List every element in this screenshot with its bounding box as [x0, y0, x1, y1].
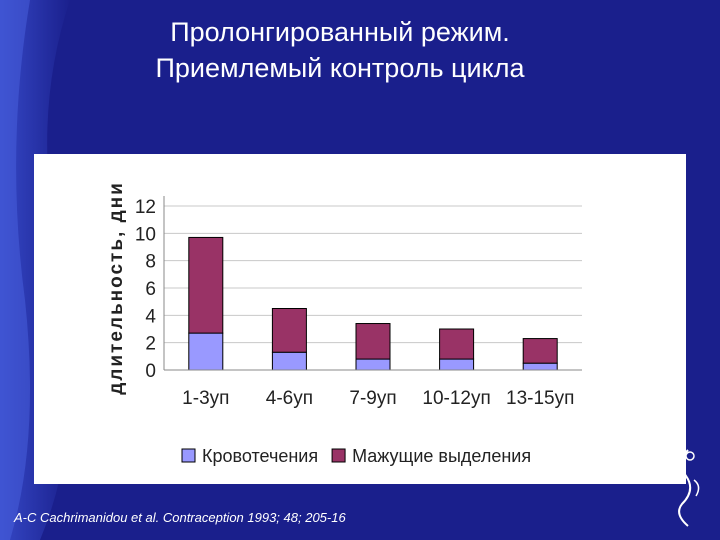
y-axis-label: длительность, дни [106, 181, 127, 395]
figure-ornament-icon [678, 449, 700, 527]
x-tick-label: 7-9уп [349, 388, 396, 409]
bar-segment [271, 308, 307, 353]
legend-swatch [331, 448, 346, 463]
bar-segment [439, 328, 475, 360]
legend-label: Мажущие выделения [352, 446, 531, 466]
title-line-1: Пролонгированный режим. [170, 17, 510, 47]
bar-segment [271, 351, 307, 371]
y-tick-label: 0 [145, 361, 156, 382]
y-tick-label: 6 [145, 279, 156, 300]
y-tick-label: 12 [135, 197, 156, 218]
x-tick-label: 10-12уп [422, 388, 490, 409]
y-tick-label: 10 [135, 224, 156, 245]
bar-segment [188, 332, 224, 371]
title-line-2: Приемлемый контроль цикла [155, 53, 525, 83]
x-tick-label: 1-3уп [182, 388, 229, 409]
x-tick-label: 13-15уп [506, 388, 574, 409]
bar-segment [355, 358, 391, 371]
bar-segment [355, 323, 391, 360]
bar-segment [522, 338, 558, 364]
citation: A-C Cachrimanidou et al. Contraception 1… [14, 510, 346, 525]
y-tick-label: 8 [145, 252, 156, 273]
x-tick-label: 4-6уп [266, 388, 313, 409]
y-tick-label: 2 [145, 334, 156, 355]
bar-segment [439, 358, 475, 371]
bar-segment [188, 236, 224, 334]
stacked-bar-chart: 0 2 4 6 8 10 12 1-3уп 4-6уп 7-9уп 10-12уп 13-15уп дл… [106, 181, 582, 466]
slide-title: Пролонгированный режим. Приемлемый контр… [60, 14, 620, 86]
bar-segment [522, 362, 558, 371]
legend-label: Кровотечения [202, 446, 318, 466]
legend-swatch [181, 448, 196, 463]
y-tick-label: 4 [145, 306, 156, 327]
chart-panel: 0 2 4 6 8 10 12 1-3уп 4-6уп 7-9уп 10-12уп 13-15уп дл… [34, 154, 686, 484]
